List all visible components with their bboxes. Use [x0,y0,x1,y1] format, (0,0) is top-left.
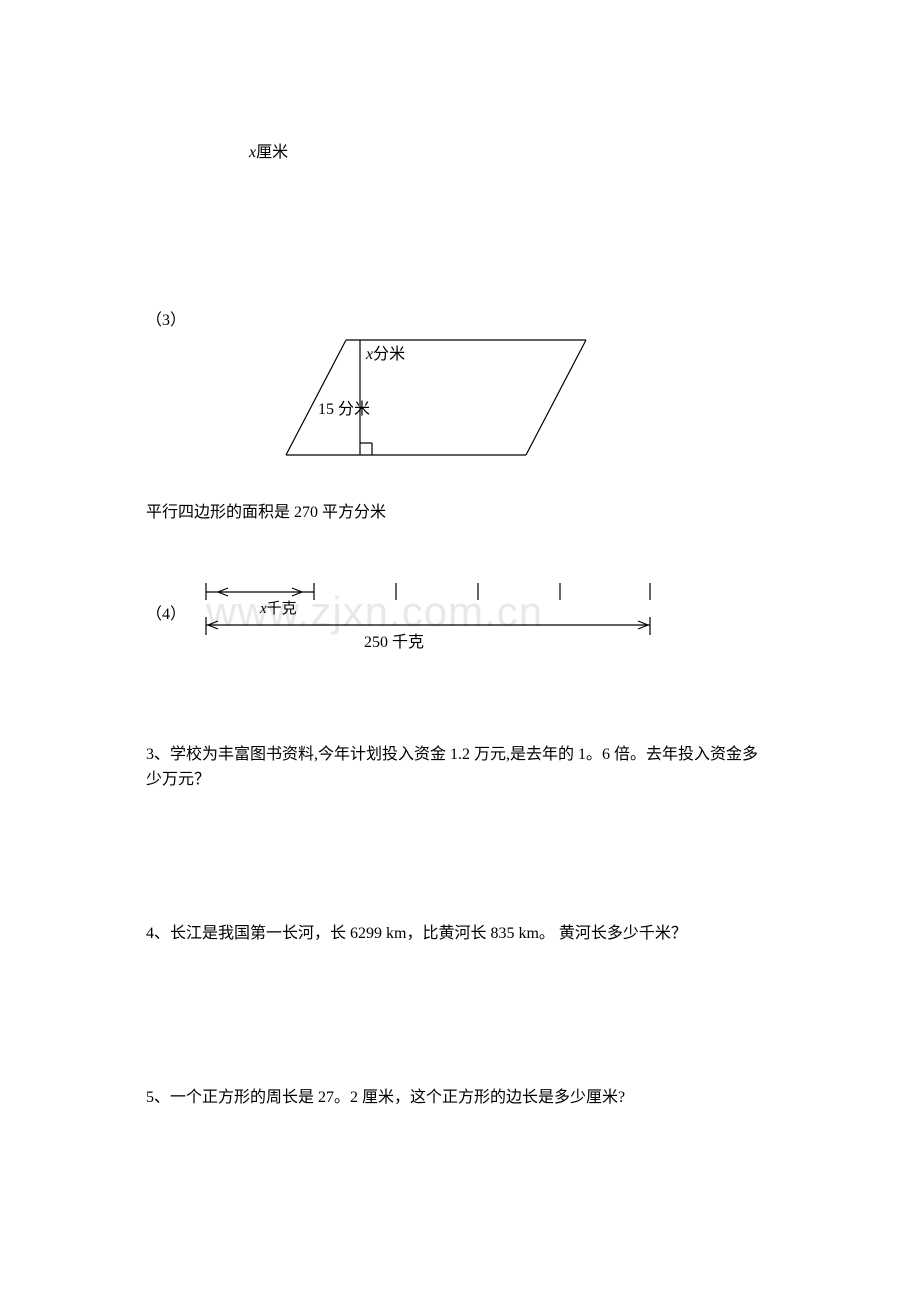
q3-area-text: 平行四边形的面积是 270 平方分米 [146,498,386,522]
unit-cm: 厘米 [256,144,288,161]
question-4: 4、长江是我国第一长河，长 6299 km，比黄河长 835 km。 黄河长多少… [146,922,766,947]
q4-total-label: 250 千克 [364,628,424,652]
question-5: 5、一个正方形的周长是 27。2 厘米，这个正方形的边长是多少厘米? [146,1086,766,1111]
q4-var-x: x [260,601,267,617]
q4-x-label: x千克 [260,597,297,618]
q4-number: （4） [146,600,186,624]
top-x-label: x厘米 [249,138,288,162]
question-3: 3、学校为丰富图书资料,今年计划投入资金 1.2 万元,是去年的 1。6 倍。去… [146,743,766,793]
q3-number: （3） [146,306,186,330]
q4-unit-kg: 千克 [267,601,297,617]
parallelogram-figure [206,335,606,475]
q3-height-label: 15 分米 [318,395,370,419]
